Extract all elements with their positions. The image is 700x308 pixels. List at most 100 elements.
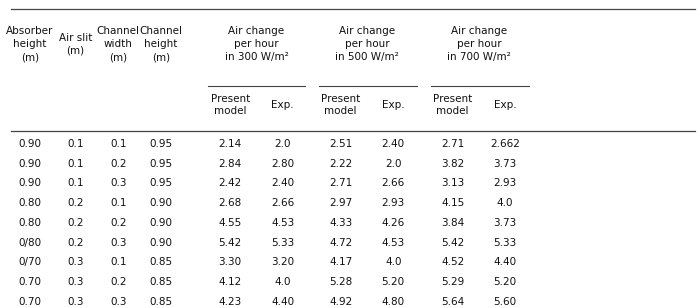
Text: 2.84: 2.84 bbox=[218, 159, 242, 169]
Text: 2.42: 2.42 bbox=[218, 178, 242, 188]
Text: 4.40: 4.40 bbox=[494, 257, 517, 267]
Text: Exp.: Exp. bbox=[494, 100, 517, 110]
Text: 0.2: 0.2 bbox=[110, 277, 127, 287]
Text: 3.84: 3.84 bbox=[441, 218, 464, 228]
Text: 0.2: 0.2 bbox=[67, 198, 84, 208]
Text: 2.71: 2.71 bbox=[441, 139, 464, 149]
Text: Exp.: Exp. bbox=[382, 100, 405, 110]
Text: 4.55: 4.55 bbox=[218, 218, 242, 228]
Text: 4.80: 4.80 bbox=[382, 297, 405, 307]
Text: 0.1: 0.1 bbox=[110, 257, 127, 267]
Text: 5.29: 5.29 bbox=[441, 277, 464, 287]
Text: Air slit
(m): Air slit (m) bbox=[59, 33, 92, 56]
Text: 0.3: 0.3 bbox=[110, 178, 127, 188]
Text: 0.95: 0.95 bbox=[150, 139, 173, 149]
Text: 0.95: 0.95 bbox=[150, 178, 173, 188]
Text: 0.1: 0.1 bbox=[67, 139, 84, 149]
Text: 0.70: 0.70 bbox=[18, 277, 41, 287]
Text: 4.0: 4.0 bbox=[497, 198, 513, 208]
Text: 0.3: 0.3 bbox=[67, 277, 84, 287]
Text: 2.97: 2.97 bbox=[329, 198, 352, 208]
Text: 0.95: 0.95 bbox=[150, 159, 173, 169]
Text: 3.30: 3.30 bbox=[218, 257, 242, 267]
Text: 4.12: 4.12 bbox=[218, 277, 242, 287]
Text: Channel
width
(m): Channel width (m) bbox=[97, 26, 140, 62]
Text: 0.2: 0.2 bbox=[110, 159, 127, 169]
Text: 4.52: 4.52 bbox=[441, 257, 464, 267]
Text: 5.33: 5.33 bbox=[271, 237, 294, 248]
Text: 2.662: 2.662 bbox=[490, 139, 520, 149]
Text: Air change
per hour
in 500 W/m²: Air change per hour in 500 W/m² bbox=[335, 26, 399, 62]
Text: 2.93: 2.93 bbox=[494, 178, 517, 188]
Text: 0.2: 0.2 bbox=[110, 218, 127, 228]
Text: 0.1: 0.1 bbox=[110, 139, 127, 149]
Text: 4.72: 4.72 bbox=[329, 237, 352, 248]
Text: 0.3: 0.3 bbox=[110, 237, 127, 248]
Text: 0.3: 0.3 bbox=[110, 297, 127, 307]
Text: 5.42: 5.42 bbox=[441, 237, 464, 248]
Text: 2.93: 2.93 bbox=[382, 198, 405, 208]
Text: 0.90: 0.90 bbox=[150, 218, 173, 228]
Text: 3.82: 3.82 bbox=[441, 159, 464, 169]
Text: 0.3: 0.3 bbox=[67, 257, 84, 267]
Text: 2.40: 2.40 bbox=[271, 178, 294, 188]
Text: 0.3: 0.3 bbox=[67, 297, 84, 307]
Text: 4.53: 4.53 bbox=[382, 237, 405, 248]
Text: Air change
per hour
in 300 W/m²: Air change per hour in 300 W/m² bbox=[225, 26, 288, 62]
Text: Present
model: Present model bbox=[321, 94, 360, 116]
Text: 5.28: 5.28 bbox=[329, 277, 352, 287]
Text: 2.66: 2.66 bbox=[271, 198, 294, 208]
Text: 2.14: 2.14 bbox=[218, 139, 242, 149]
Text: 4.40: 4.40 bbox=[271, 297, 294, 307]
Text: 2.68: 2.68 bbox=[218, 198, 242, 208]
Text: 4.33: 4.33 bbox=[329, 218, 352, 228]
Text: Present
model: Present model bbox=[433, 94, 473, 116]
Text: 4.53: 4.53 bbox=[271, 218, 294, 228]
Text: 5.20: 5.20 bbox=[382, 277, 405, 287]
Text: 0.90: 0.90 bbox=[150, 198, 173, 208]
Text: Air change
per hour
in 700 W/m²: Air change per hour in 700 W/m² bbox=[447, 26, 511, 62]
Text: 0.90: 0.90 bbox=[18, 178, 41, 188]
Text: 0.1: 0.1 bbox=[110, 198, 127, 208]
Text: 5.42: 5.42 bbox=[218, 237, 242, 248]
Text: 0.2: 0.2 bbox=[67, 218, 84, 228]
Text: 2.66: 2.66 bbox=[382, 178, 405, 188]
Text: 2.22: 2.22 bbox=[329, 159, 352, 169]
Text: Absorber
height
(m): Absorber height (m) bbox=[6, 26, 53, 62]
Text: 3.20: 3.20 bbox=[271, 257, 294, 267]
Text: 3.13: 3.13 bbox=[441, 178, 464, 188]
Text: 4.23: 4.23 bbox=[218, 297, 242, 307]
Text: 0.80: 0.80 bbox=[18, 198, 41, 208]
Text: 0.90: 0.90 bbox=[150, 237, 173, 248]
Text: 4.17: 4.17 bbox=[329, 257, 352, 267]
Text: 4.26: 4.26 bbox=[382, 218, 405, 228]
Text: 4.0: 4.0 bbox=[274, 277, 291, 287]
Text: 0.85: 0.85 bbox=[150, 297, 173, 307]
Text: 2.0: 2.0 bbox=[385, 159, 402, 169]
Text: 0/80: 0/80 bbox=[18, 237, 41, 248]
Text: 3.73: 3.73 bbox=[494, 159, 517, 169]
Text: 0.85: 0.85 bbox=[150, 257, 173, 267]
Text: 0.1: 0.1 bbox=[67, 178, 84, 188]
Text: 2.0: 2.0 bbox=[274, 139, 291, 149]
Text: Channel
height
(m): Channel height (m) bbox=[139, 26, 183, 62]
Text: 0.85: 0.85 bbox=[150, 277, 173, 287]
Text: 5.60: 5.60 bbox=[494, 297, 517, 307]
Text: 4.92: 4.92 bbox=[329, 297, 352, 307]
Text: Present
model: Present model bbox=[211, 94, 250, 116]
Text: 5.64: 5.64 bbox=[441, 297, 464, 307]
Text: 0.2: 0.2 bbox=[67, 237, 84, 248]
Text: 4.15: 4.15 bbox=[441, 198, 464, 208]
Text: 0.80: 0.80 bbox=[18, 218, 41, 228]
Text: 2.71: 2.71 bbox=[329, 178, 352, 188]
Text: 3.73: 3.73 bbox=[494, 218, 517, 228]
Text: 5.33: 5.33 bbox=[494, 237, 517, 248]
Text: 0/70: 0/70 bbox=[18, 257, 41, 267]
Text: 0.90: 0.90 bbox=[18, 159, 41, 169]
Text: 5.20: 5.20 bbox=[494, 277, 517, 287]
Text: 2.40: 2.40 bbox=[382, 139, 405, 149]
Text: 2.80: 2.80 bbox=[271, 159, 294, 169]
Text: 2.51: 2.51 bbox=[329, 139, 352, 149]
Text: 0.70: 0.70 bbox=[18, 297, 41, 307]
Text: 0.1: 0.1 bbox=[67, 159, 84, 169]
